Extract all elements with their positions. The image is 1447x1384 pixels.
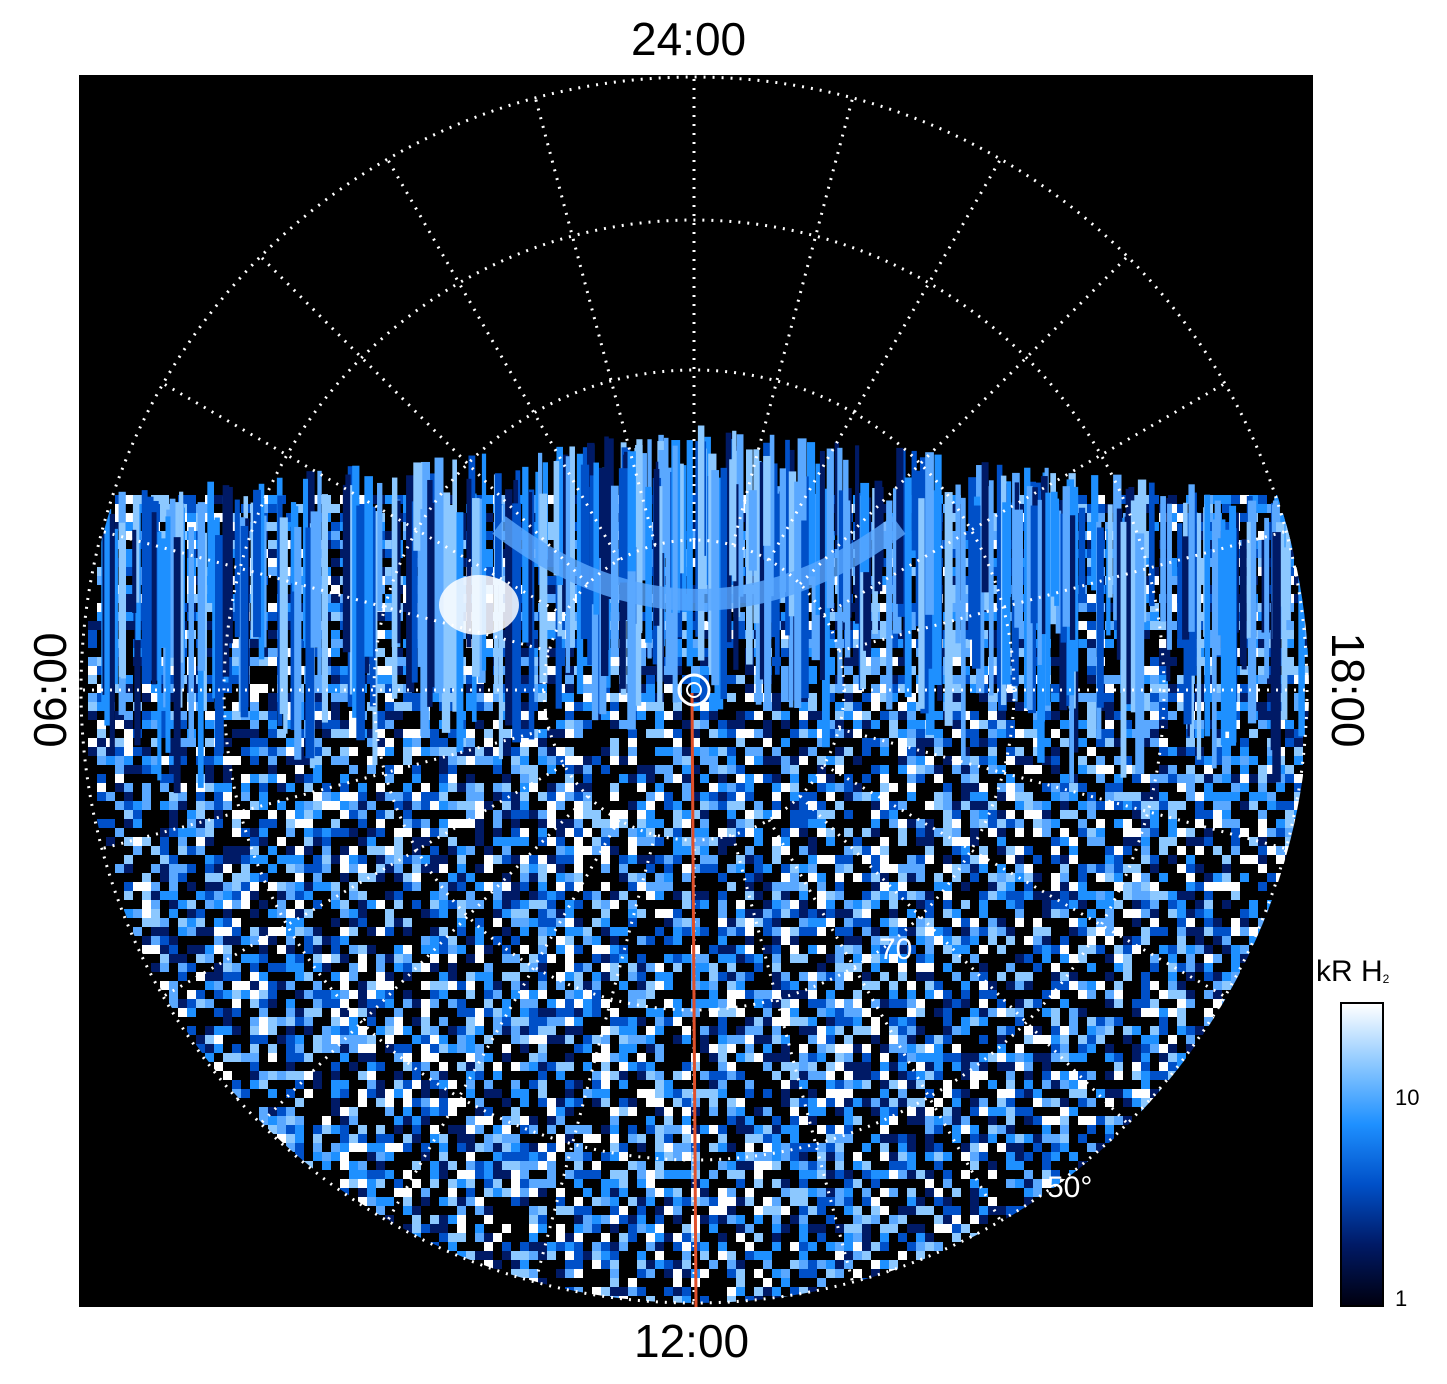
emission-pixels [88, 425, 1309, 1303]
polar-projection-plot: 70 50° [79, 75, 1313, 1307]
colorbar-tick-1: 1 [1395, 1286, 1408, 1311]
local-time-label-midnight: 24:00 [631, 13, 747, 65]
local-time-label-dusk: 18:00 [1322, 632, 1374, 748]
colorbar-unit-label: kR H2 [1316, 955, 1389, 989]
latitude-label-70: 70 [879, 933, 912, 966]
pole-marker-icon [677, 673, 711, 707]
colorbar-unit-main: kR H [1316, 955, 1383, 988]
latitude-label-50: 50° [1047, 1171, 1092, 1204]
local-time-label-noon: 12:00 [634, 1315, 750, 1367]
noon-meridian-line [690, 692, 698, 1307]
colorbar [1340, 1002, 1384, 1307]
colorbar-tick-10: 10 [1395, 1085, 1420, 1110]
local-time-label-dawn: 06:00 [24, 632, 76, 748]
auroral-emission-map: 70 50° [79, 75, 1309, 1307]
colorbar-unit-subscript: 2 [1382, 972, 1390, 986]
